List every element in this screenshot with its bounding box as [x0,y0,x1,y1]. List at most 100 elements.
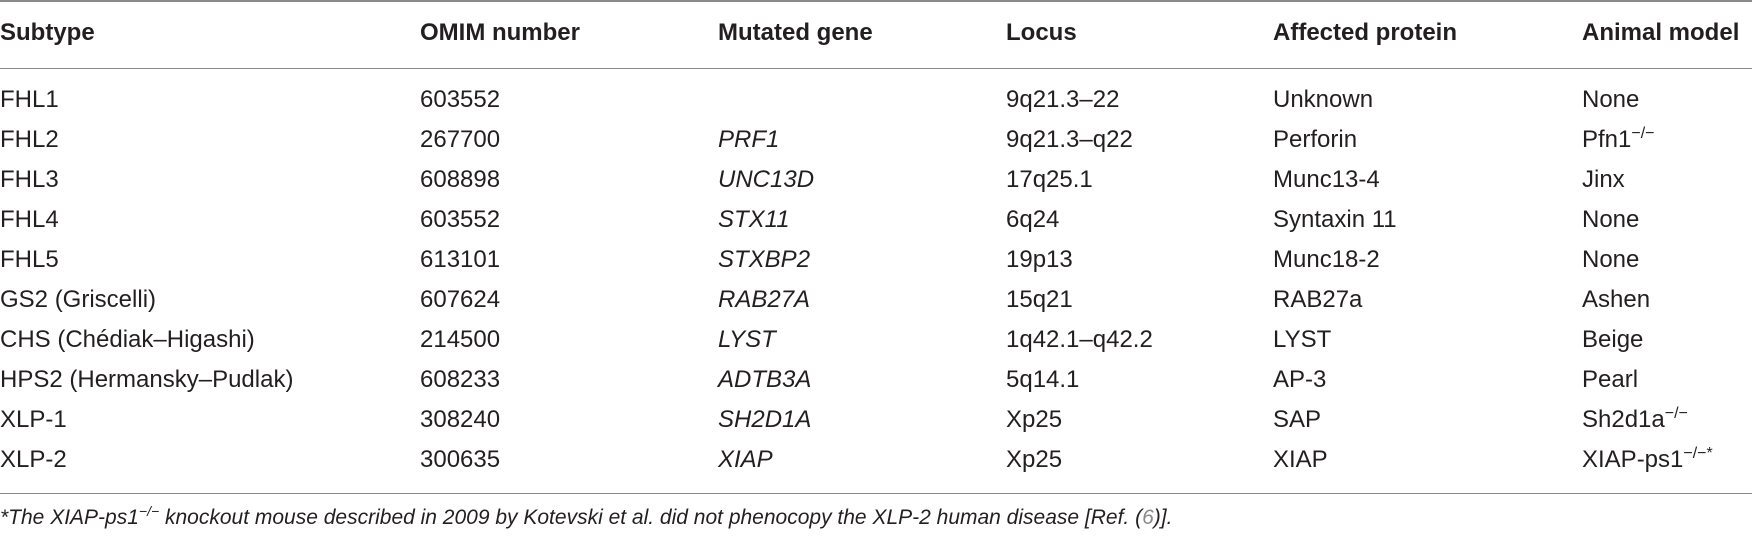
cell-omim-number: 603552 [420,200,718,240]
cell-animal-model-text: Pfn1 [1582,126,1632,153]
footnote: *The XIAP-ps1−/− knockout mouse describe… [0,502,1752,534]
cell-animal-model-superscript: −/−* [1683,445,1713,462]
cell-animal-model-text: None [1582,206,1640,233]
cell-affected-protein-text: Perforin [1273,126,1358,153]
cell-animal-model-text: Sh2d1a [1582,406,1665,433]
cell-locus-text: 1q42.1–q42.2 [1006,326,1153,353]
cell-animal-model: Sh2d1a−/− [1582,400,1752,440]
cell-subtype-text: HPS2 (Hermansky–Pudlak) [0,366,294,393]
cell-animal-model-superscript: −/− [1631,125,1655,142]
cell-animal-model-text: Beige [1582,326,1644,353]
cell-mutated-gene: RAB27A [718,280,1006,320]
header-mutated-gene: Mutated gene [718,19,873,46]
table-row: CHS (Chédiak–Higashi) 214500 LYST 1q42.1–q4… [0,320,1752,360]
cell-mutated-gene [718,66,1006,120]
cell-omim-number-text: 214500 [420,326,501,353]
cell-locus: 1q42.1–q42.2 [1006,320,1273,360]
cell-omim-number: 300635 [420,440,718,480]
table-row: FHL3 608898 UNC13D 17q25.1 Munc13-4 Jinx [0,160,1752,200]
cell-omim-number: 214500 [420,320,718,360]
cell-animal-model-text: XIAP-ps1 [1582,446,1684,473]
cell-animal-model-superscript: −/− [1664,405,1688,422]
cell-subtype-text: FHL5 [0,246,59,273]
cell-locus-text: Xp25 [1006,446,1063,473]
table-row: HPS2 (Hermansky–Pudlak) 608233 ADTB3A 5q14.… [0,360,1752,400]
cell-locus: 15q21 [1006,280,1273,320]
cell-locus: 17q25.1 [1006,160,1273,200]
cell-omim-number-text: 608898 [420,166,501,193]
cell-omim-number: 608898 [420,160,718,200]
cell-mutated-gene: ADTB3A [718,360,1006,400]
cell-affected-protein-text: AP-3 [1273,366,1327,393]
header-locus: Locus [1006,19,1077,46]
cell-omim-number-text: 308240 [420,406,501,433]
table-header: Subtype OMIM number Mutated gene Locus A… [0,0,1752,66]
cell-affected-protein: Munc18-2 [1273,240,1582,280]
cell-omim-number: 267700 [420,120,718,160]
cell-mutated-gene: XIAP [718,440,1006,480]
cell-mutated-gene: LYST [718,320,1006,360]
cell-locus-text: 9q21.3–22 [1006,86,1120,113]
cell-omim-number-text: 608233 [420,366,501,393]
cell-animal-model: None [1582,66,1752,120]
header-omim-number: OMIM number [420,19,580,46]
cell-affected-protein-text: XIAP [1273,446,1328,473]
cell-mutated-gene-text: XIAP [718,446,773,473]
cell-omim-number: 607624 [420,280,718,320]
cell-subtype-text: FHL4 [0,206,59,233]
cell-affected-protein-text: Munc13-4 [1273,166,1380,193]
cell-mutated-gene: UNC13D [718,160,1006,200]
cell-locus: 5q14.1 [1006,360,1273,400]
cell-omim-number-text: 607624 [420,286,501,313]
cell-omim-number: 613101 [420,240,718,280]
cell-mutated-gene-text: ADTB3A [718,366,812,393]
cell-animal-model: XIAP-ps1−/−* [1582,440,1752,480]
footnote-reference-link[interactable]: 6 [1142,506,1154,529]
footnote-text-cont: knockout mouse described in 2009 by Kote… [159,506,1143,529]
cell-animal-model-text: Ashen [1582,286,1651,313]
cell-omim-number-text: 603552 [420,86,501,113]
cell-affected-protein-text: Syntaxin 11 [1273,206,1397,233]
cell-locus: Xp25 [1006,440,1273,480]
cell-mutated-gene-text: STXBP2 [718,246,811,273]
cell-affected-protein: LYST [1273,320,1582,360]
cell-affected-protein-text: SAP [1273,406,1322,433]
cell-mutated-gene-text: STX11 [718,206,790,233]
cell-affected-protein-text: RAB27a [1273,286,1363,313]
cell-animal-model: Pearl [1582,360,1752,400]
cell-omim-number-text: 300635 [420,446,501,473]
cell-locus: 9q21.3–q22 [1006,120,1273,160]
header-affected-protein: Affected protein [1273,19,1458,46]
cell-mutated-gene-text: PRF1 [718,126,780,153]
cell-subtype-text: GS2 (Griscelli) [0,286,157,313]
cell-affected-protein: Unknown [1273,66,1582,120]
cell-subtype: FHL1 [0,66,420,120]
cell-subtype-text: FHL2 [0,126,59,153]
footnote-text-end: )]. [1153,506,1173,529]
cell-affected-protein: XIAP [1273,440,1582,480]
cell-locus-text: Xp25 [1006,406,1063,433]
cell-affected-protein-text: Unknown [1273,86,1374,113]
cell-locus-text: 9q21.3–q22 [1006,126,1133,153]
cell-animal-model: Ashen [1582,280,1752,320]
cell-affected-protein: Munc13-4 [1273,160,1582,200]
cell-subtype-text: XLP-1 [0,406,67,433]
cell-mutated-gene-text: SH2D1A [718,406,812,433]
cell-subtype-text: CHS (Chédiak–Higashi) [0,326,255,353]
cell-affected-protein: Syntaxin 11 [1273,200,1582,240]
cell-subtype: HPS2 (Hermansky–Pudlak) [0,360,420,400]
cell-animal-model-text: Jinx [1582,166,1625,193]
table-body: FHL1 603552 9q21.3–22 Unknown None FHL2 267700… [0,66,1752,480]
cell-mutated-gene: PRF1 [718,120,1006,160]
cell-subtype-text: FHL1 [0,86,59,113]
footnote-superscript: −/− [138,503,160,519]
cell-mutated-gene-text: LYST [718,326,776,353]
cell-animal-model: Beige [1582,320,1752,360]
header-rule [0,68,1752,69]
cell-subtype-text: XLP-2 [0,446,67,473]
cell-mutated-gene-text: RAB27A [718,286,811,313]
cell-omim-number-text: 613101 [420,246,501,273]
cell-animal-model: Jinx [1582,160,1752,200]
cell-subtype: FHL5 [0,240,420,280]
table-row: GS2 (Griscelli) 607624 RAB27A 15q21 RAB27a As… [0,280,1752,320]
